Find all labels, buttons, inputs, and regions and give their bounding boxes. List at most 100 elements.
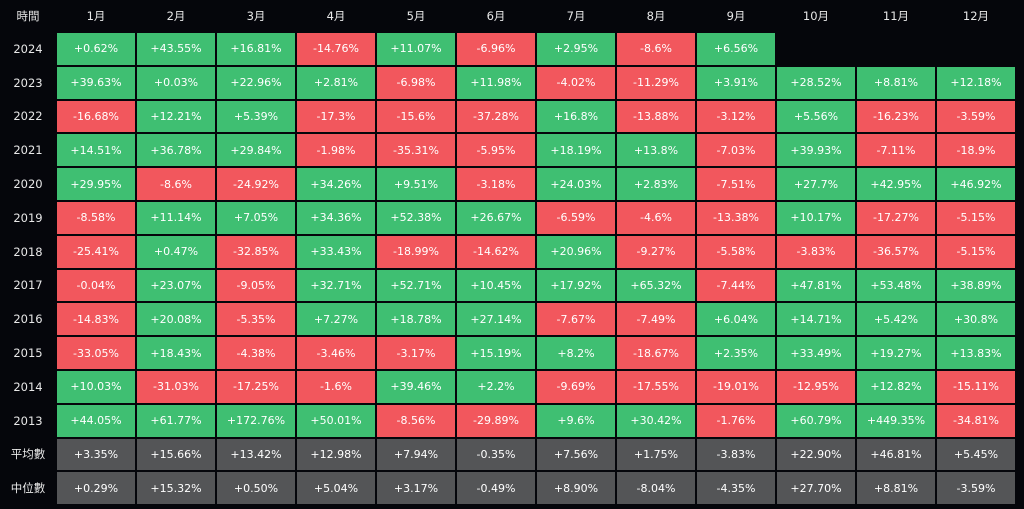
heatmap-cell: +38.89% — [937, 269, 1015, 302]
summary-cell: +8.90% — [537, 472, 615, 505]
row-label-summary: 中位數 — [10, 481, 46, 496]
row-label-year: 2013 — [13, 413, 43, 428]
row-label-year: 2015 — [13, 346, 43, 361]
heatmap-cell: -18.99% — [377, 235, 455, 268]
summary-cell: +3.35% — [57, 438, 135, 471]
column-header-month: 7月 — [566, 9, 586, 23]
heatmap-cell: +44.05% — [57, 404, 135, 437]
heatmap-cell: -6.59% — [537, 201, 615, 234]
row-label-year: 2016 — [13, 312, 43, 327]
summary-cell: +12.98% — [297, 438, 375, 471]
column-header-month: 4月 — [326, 9, 346, 23]
row-label-year: 2019 — [13, 210, 43, 225]
heatmap-cell: +10.03% — [57, 370, 135, 403]
heatmap-cell: +20.08% — [137, 303, 215, 336]
column-header-month: 2月 — [166, 9, 186, 23]
summary-cell: +15.32% — [137, 472, 215, 505]
summary-cell: +1.75% — [617, 438, 695, 471]
row-label-year: 2023 — [13, 75, 43, 90]
heatmap-cell: +0.03% — [137, 66, 215, 99]
heatmap-cell: +65.32% — [617, 269, 695, 302]
heatmap-cell: -11.29% — [617, 66, 695, 99]
empty-cell — [937, 33, 1015, 65]
summary-cell: +22.90% — [777, 438, 855, 471]
column-header-month: 12月 — [962, 9, 990, 23]
heatmap-cell: +30.8% — [937, 303, 1015, 336]
heatmap-cell: +28.52% — [777, 66, 855, 99]
heatmap-cell: -7.44% — [697, 269, 775, 302]
heatmap-cell: -9.05% — [217, 269, 295, 302]
heatmap-cell: +47.81% — [777, 269, 855, 302]
heatmap-cell: -3.12% — [697, 100, 775, 133]
summary-cell: +5.45% — [937, 438, 1015, 471]
heatmap-cell: +32.71% — [297, 269, 375, 302]
heatmap-cell: -7.03% — [697, 134, 775, 167]
summary-cell: +8.81% — [857, 472, 935, 505]
heatmap-cell: +39.93% — [777, 134, 855, 167]
summary-cell: +0.50% — [217, 472, 295, 505]
heatmap-cell: -9.69% — [537, 370, 615, 403]
heatmap-cell: -31.03% — [137, 370, 215, 403]
heatmap-cell: +14.71% — [777, 303, 855, 336]
column-header-month: 8月 — [646, 9, 666, 23]
heatmap-cell: +11.98% — [457, 66, 535, 99]
heatmap-cell: -8.58% — [57, 201, 135, 234]
heatmap-cell: +33.49% — [777, 337, 855, 369]
summary-cell: +13.42% — [217, 438, 295, 471]
summary-cell: +3.17% — [377, 472, 455, 505]
heatmap-cell: +6.04% — [697, 303, 775, 336]
column-header-month: 11月 — [882, 9, 910, 23]
column-header-month: 6月 — [486, 9, 506, 23]
heatmap-cell: +15.19% — [457, 337, 535, 369]
column-header-month: 10月 — [802, 9, 830, 23]
heatmap-cell: -36.57% — [857, 235, 935, 268]
heatmap-cell: -7.49% — [617, 303, 695, 336]
heatmap-cell: +30.42% — [617, 404, 695, 437]
heatmap-cell: +19.27% — [857, 337, 935, 369]
heatmap-cell: +449.35% — [857, 404, 935, 437]
row-label-year: 2024 — [13, 41, 43, 56]
heatmap-cell: +20.96% — [537, 235, 615, 268]
heatmap-cell: -1.6% — [297, 370, 375, 403]
heatmap-cell: +52.38% — [377, 201, 455, 234]
heatmap-cell: +0.47% — [137, 235, 215, 268]
summary-cell: +7.56% — [537, 438, 615, 471]
heatmap-cell: +5.56% — [777, 100, 855, 133]
heatmap-cell: -3.46% — [297, 337, 375, 369]
heatmap-cell: +22.96% — [217, 66, 295, 99]
heatmap-cell: -32.85% — [217, 235, 295, 268]
heatmap-cell: -4.6% — [617, 201, 695, 234]
row-label-year: 2017 — [13, 278, 43, 293]
heatmap-cell: -35.31% — [377, 134, 455, 167]
heatmap-cell: +172.76% — [217, 404, 295, 437]
row-label-year: 2020 — [13, 177, 43, 192]
heatmap-cell: -4.02% — [537, 66, 615, 99]
heatmap-cell: -7.51% — [697, 168, 775, 200]
heatmap-cell: +9.51% — [377, 168, 455, 200]
heatmap-cell: -12.95% — [777, 370, 855, 403]
heatmap-cell: +16.81% — [217, 33, 295, 65]
heatmap-cell: -1.98% — [297, 134, 375, 167]
heatmap-cell: -14.76% — [297, 33, 375, 65]
column-header-month: 9月 — [726, 9, 746, 23]
heatmap-cell: -8.56% — [377, 404, 455, 437]
heatmap-cell: -16.23% — [857, 100, 935, 133]
heatmap-cell: +27.14% — [457, 303, 535, 336]
heatmap-cell: +18.19% — [537, 134, 615, 167]
heatmap-cell: -18.9% — [937, 134, 1015, 167]
summary-cell: -3.83% — [697, 438, 775, 471]
heatmap-cell: +23.07% — [137, 269, 215, 302]
heatmap-cell: +12.21% — [137, 100, 215, 133]
heatmap-cell: +8.81% — [857, 66, 935, 99]
heatmap-cell: +39.46% — [377, 370, 455, 403]
column-header-month: 3月 — [246, 9, 266, 23]
heatmap-cell: +9.6% — [537, 404, 615, 437]
summary-cell: -0.49% — [457, 472, 535, 505]
column-header-month: 5月 — [406, 9, 426, 23]
heatmap-cell: +61.77% — [137, 404, 215, 437]
heatmap-cell: -34.81% — [937, 404, 1015, 437]
column-header-month: 1月 — [86, 9, 106, 23]
heatmap-cell: -5.95% — [457, 134, 535, 167]
heatmap-cell: -14.83% — [57, 303, 135, 336]
